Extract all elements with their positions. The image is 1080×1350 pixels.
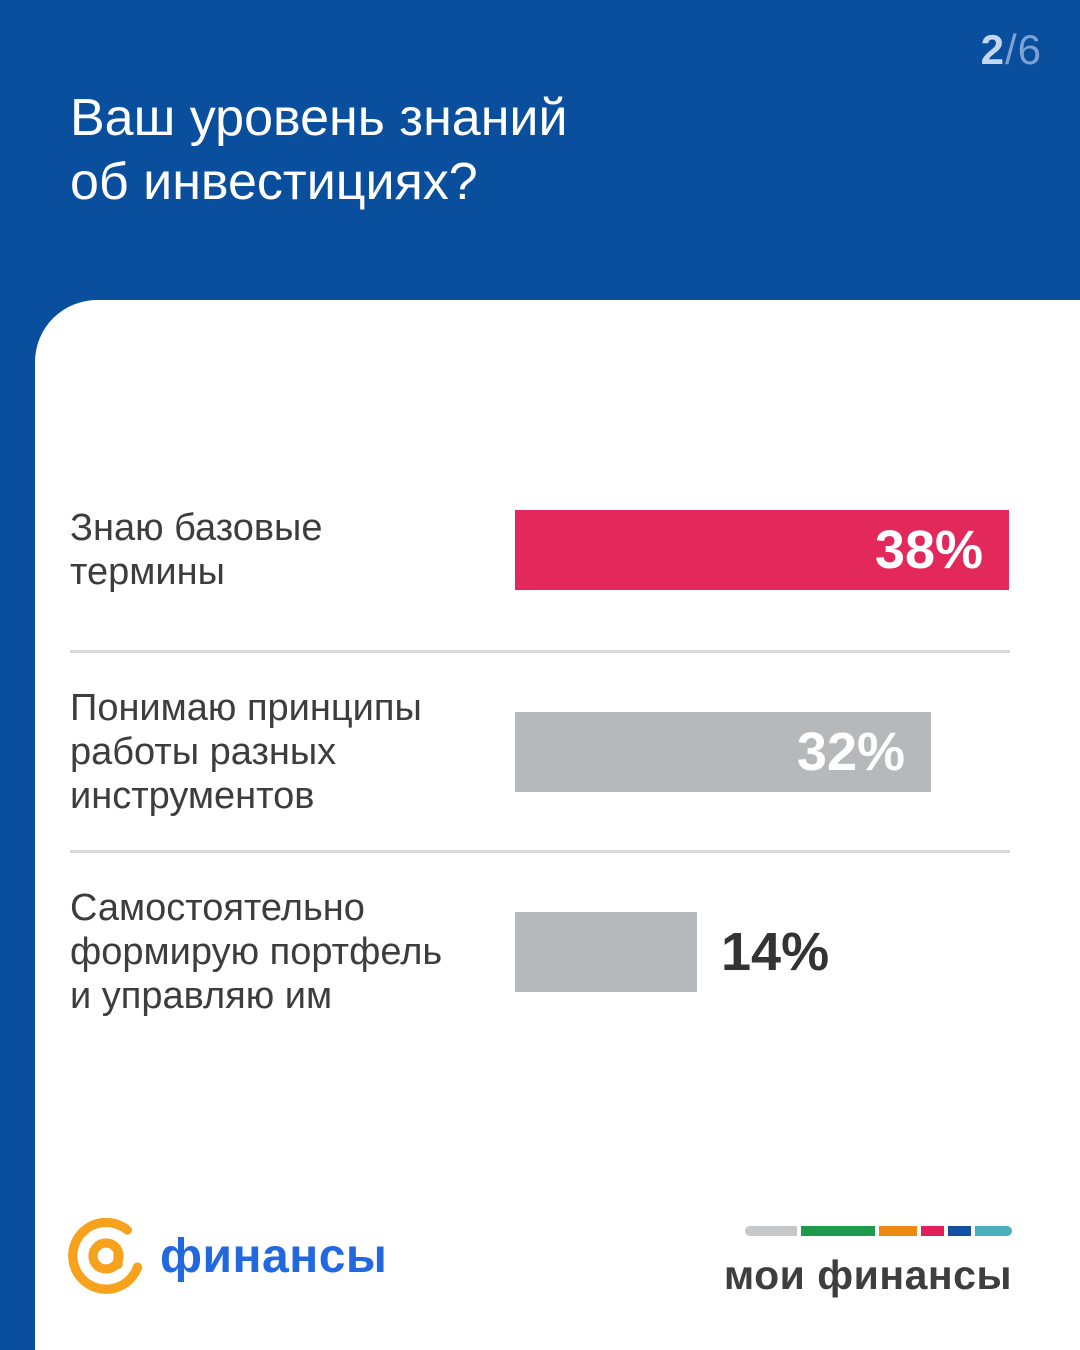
row-value: 32% <box>796 721 905 782</box>
page-indicator-total: /6 <box>1004 26 1042 73</box>
logo-segment-orange <box>879 1226 917 1236</box>
content-card: Знаю базовые термины 38% Понимаю принцип… <box>35 300 1080 1350</box>
bar-chart: Знаю базовые термины 38% Понимаю принцип… <box>70 450 1010 1050</box>
moi-finansy-logo: мои финансы <box>724 1226 1012 1299</box>
moi-finansy-logo-text: мои финансы <box>723 1252 1012 1298</box>
logo-segment-pink <box>921 1226 944 1236</box>
mailru-at-icon <box>68 1218 144 1294</box>
page-indicator: 2/6 <box>981 26 1042 74</box>
chart-row: Понимаю принципы работы разных инструмен… <box>70 650 1010 850</box>
moi-finansy-color-bar <box>745 1226 1012 1236</box>
row-bar-area: 38% <box>515 510 1010 590</box>
logo-segment-green <box>801 1226 875 1236</box>
chart-row: Самостоятельно формирую портфель и управ… <box>70 850 1010 1050</box>
row-value: 38% <box>874 520 983 580</box>
row-bar: 32% <box>515 711 931 792</box>
row-label: Знаю базовые термины <box>70 507 323 593</box>
page-indicator-current: 2 <box>980 26 1005 73</box>
logo-segment-blue <box>948 1226 971 1236</box>
logo-segment-teal <box>975 1226 1012 1236</box>
row-label: Понимаю принципы работы разных инструмен… <box>70 686 422 817</box>
finansy-logo-text: финансы <box>160 1229 388 1283</box>
page-title-line-1: Ваш уровень знаний <box>70 89 568 147</box>
row-label: Самостоятельно формирую портфель и управ… <box>70 886 443 1017</box>
chart-row: Знаю базовые термины 38% <box>70 450 1010 650</box>
logo-segment-gray <box>745 1226 797 1236</box>
row-bar <box>515 911 697 992</box>
page-title: Ваш уровень знаний об инвестициях? <box>70 86 568 214</box>
row-bar-area: 32% <box>515 711 1010 792</box>
row-bar-area: 14% <box>515 911 1010 992</box>
row-value-outside: 14% <box>721 921 830 982</box>
finansy-logo: финансы <box>68 1218 387 1294</box>
row-bar: 38% <box>515 510 1009 590</box>
page-title-line-2: об инвестициях? <box>70 153 478 211</box>
